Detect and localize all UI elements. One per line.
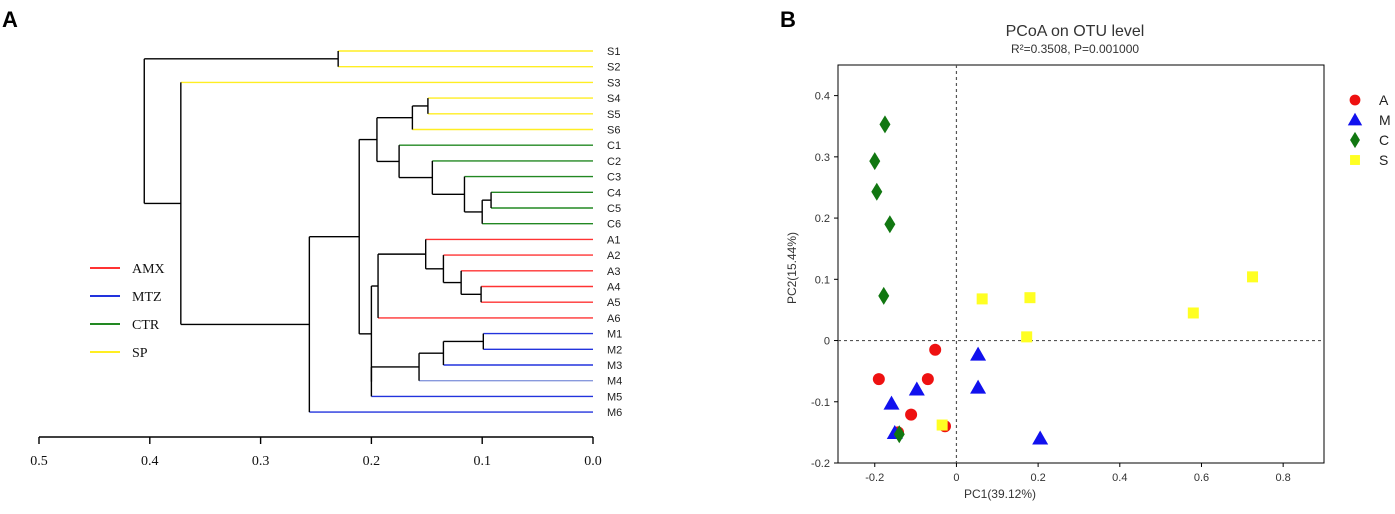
point-a bbox=[921, 373, 934, 386]
point-s bbox=[1024, 292, 1036, 304]
pcoa-x-tick-label: 0.2 bbox=[1030, 472, 1045, 484]
dendrogram-tick-label: 0.2 bbox=[363, 454, 381, 469]
leaf-label-C6: C6 bbox=[607, 219, 621, 231]
pcoa-x-tick-label: 0 bbox=[953, 472, 959, 484]
point-m bbox=[883, 395, 900, 410]
leaf-label-S1: S1 bbox=[607, 46, 620, 58]
dendrogram-tick-label: 0.1 bbox=[473, 454, 491, 469]
leaf-label-C4: C4 bbox=[607, 187, 621, 199]
pcoa-title: PCoA on OTU level bbox=[1006, 23, 1145, 40]
dendrogram-branches bbox=[143, 50, 593, 413]
pcoa-y-tick-label: 0.2 bbox=[815, 213, 830, 225]
point-s bbox=[1247, 271, 1259, 283]
leaf-label-C2: C2 bbox=[607, 156, 621, 168]
leaf-label-M6: M6 bbox=[607, 407, 622, 419]
leaf-label-A4: A4 bbox=[607, 282, 620, 294]
legend-label-m: M bbox=[1379, 112, 1391, 128]
panel-a-label: A bbox=[2, 7, 18, 32]
leaf-label-A1: A1 bbox=[607, 234, 620, 246]
leaf-label-S3: S3 bbox=[607, 77, 620, 89]
pcoa-y-tick-label: -0.2 bbox=[811, 458, 830, 470]
legend-marker-s bbox=[1350, 155, 1360, 165]
point-c bbox=[879, 115, 891, 134]
legend-label-s: S bbox=[1379, 152, 1388, 168]
pcoa-x-tick-label: 0.4 bbox=[1112, 472, 1127, 484]
point-m bbox=[970, 379, 987, 394]
panel-b-label: B bbox=[780, 7, 796, 32]
dendrogram-leaf-labels: S1 S2 S3 S4 S5 S6 C1 C2 C3 C4 C5 C6 A1 A2 A3 A4 A5 A6 M1 M2… bbox=[607, 46, 622, 419]
leaf-label-C5: C5 bbox=[607, 203, 621, 215]
point-m bbox=[970, 346, 987, 361]
dendrogram-legend: AMX MTZ CTR SP bbox=[90, 262, 165, 361]
panel-a: A S1 S2 S3 S4 S5 S6 C1 C2 C3 C4 C5 C6 A1 A2 A3 A4 A5 A6 M1… bbox=[2, 7, 622, 469]
leaf-label-M3: M3 bbox=[607, 360, 622, 372]
leaf-label-S4: S4 bbox=[607, 93, 620, 105]
leaf-label-M5: M5 bbox=[607, 391, 622, 403]
leaf-label-M2: M2 bbox=[607, 344, 622, 356]
leaf-label-A6: A6 bbox=[607, 313, 620, 325]
dendrogram-x-axis: 0.5 0.4 0.3 0.2 0.1 0.0 bbox=[30, 436, 602, 469]
point-c bbox=[869, 152, 881, 171]
leaf-label-A3: A3 bbox=[607, 266, 620, 278]
leaf-label-S6: S6 bbox=[607, 125, 620, 137]
point-a bbox=[905, 408, 918, 421]
panel-b: B PCoA on OTU level R²=0.3508, P=0.00100… bbox=[780, 7, 1391, 501]
point-m bbox=[1032, 430, 1049, 445]
pcoa-reference-lines bbox=[838, 65, 1324, 463]
point-c bbox=[871, 182, 883, 201]
leaf-label-M1: M1 bbox=[607, 329, 622, 341]
pcoa-plot-frame bbox=[837, 64, 1325, 464]
legend-label-ctr: CTR bbox=[132, 318, 160, 333]
pcoa-y-tick-label: 0.4 bbox=[815, 91, 830, 103]
point-c bbox=[884, 215, 896, 234]
point-s bbox=[1187, 307, 1199, 319]
legend-marker-c bbox=[1350, 131, 1360, 149]
leaf-label-C3: C3 bbox=[607, 172, 621, 184]
point-s bbox=[936, 419, 948, 431]
pcoa-y-axis-label: PC2(15.44%) bbox=[785, 232, 799, 304]
legend-label-amx: AMX bbox=[132, 262, 165, 277]
pcoa-y-tick-label: 0.3 bbox=[815, 152, 830, 164]
pcoa-y-tick-label: 0.1 bbox=[815, 274, 830, 286]
point-s bbox=[976, 293, 988, 305]
point-s bbox=[1021, 331, 1033, 343]
pcoa-axes: -0.2 0 0.2 0.4 0.6 0.8 -0.2 -0.1 0 0.1 0.2 0.3 0.4 bbox=[811, 91, 1291, 484]
point-a bbox=[872, 373, 885, 386]
point-c bbox=[893, 425, 905, 444]
pcoa-points bbox=[869, 115, 1259, 445]
pcoa-subtitle: R²=0.3508, P=0.001000 bbox=[1011, 42, 1139, 56]
pcoa-y-tick-label: 0 bbox=[824, 336, 830, 348]
dendrogram-tick-label: 0.4 bbox=[141, 454, 159, 469]
legend-label-a: A bbox=[1379, 92, 1389, 108]
legend-marker-m bbox=[1347, 112, 1363, 126]
point-m bbox=[908, 381, 925, 396]
leaf-label-A2: A2 bbox=[607, 250, 620, 262]
leaf-label-S5: S5 bbox=[607, 109, 620, 121]
dendrogram-tick-label: 0.3 bbox=[252, 454, 270, 469]
dendrogram-tick-label: 0.0 bbox=[584, 454, 602, 469]
leaf-label-M4: M4 bbox=[607, 376, 622, 388]
leaf-label-S2: S2 bbox=[607, 62, 620, 74]
point-a bbox=[929, 343, 942, 356]
dendrogram-tick-label: 0.5 bbox=[30, 454, 48, 469]
pcoa-y-tick-label: -0.1 bbox=[811, 397, 830, 409]
pcoa-x-tick-label: 0.8 bbox=[1276, 472, 1291, 484]
leaf-label-C1: C1 bbox=[607, 140, 621, 152]
legend-marker-a bbox=[1349, 94, 1361, 106]
pcoa-x-tick-label: 0.6 bbox=[1194, 472, 1209, 484]
legend-label-sp: SP bbox=[132, 346, 148, 361]
pcoa-x-tick-label: -0.2 bbox=[865, 472, 884, 484]
point-c bbox=[878, 286, 890, 305]
leaf-label-A5: A5 bbox=[607, 297, 620, 309]
legend-label-mtz: MTZ bbox=[132, 290, 162, 305]
pcoa-x-axis-label: PC1(39.12%) bbox=[964, 487, 1036, 501]
legend-label-c: C bbox=[1379, 132, 1389, 148]
